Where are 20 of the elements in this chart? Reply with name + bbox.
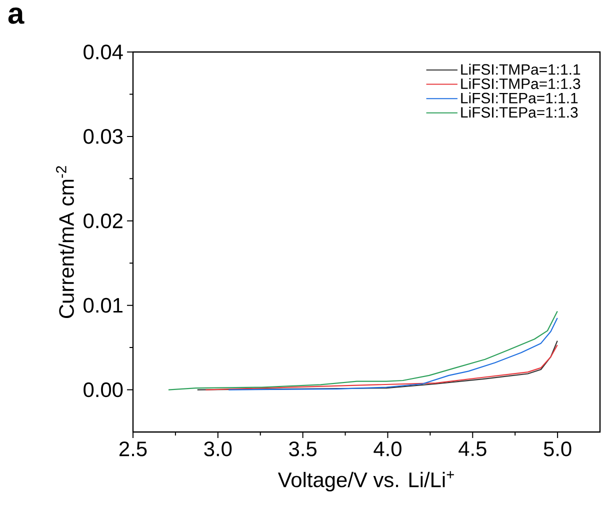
line-series bbox=[228, 317, 558, 390]
x-tick-label: 3.5 bbox=[289, 441, 316, 456]
x-tick-label: 3.0 bbox=[204, 441, 232, 456]
y-tick-label: 0.00 bbox=[84, 382, 123, 398]
x-tick-label: 4.0 bbox=[374, 441, 402, 456]
y-tick-label: 0.02 bbox=[84, 213, 122, 228]
legend-label: LiFSI:TMPa=1:1.1 bbox=[461, 64, 580, 75]
x-axis-title: Voltage/V vs. Li/Li$^{+}$ bbox=[278, 471, 454, 492]
legend-label: LiFSI:TMPa=1:1.3 bbox=[461, 78, 580, 90]
text: a bbox=[8, 8, 24, 24]
line-series bbox=[168, 310, 558, 390]
legend-label: LiFSI:TEPa=1:1.3 bbox=[461, 106, 578, 118]
legend-label: LiFSI:TEPa=1:1.1 bbox=[461, 92, 578, 104]
y-tick-label: 0.04 bbox=[84, 44, 123, 60]
y-tick-label: 0.03 bbox=[84, 129, 123, 144]
y-tick-label: 0.01 bbox=[84, 298, 122, 313]
x-tick-label: 5.0 bbox=[544, 441, 572, 456]
x-tick-label: 2.5 bbox=[120, 441, 147, 456]
x-tick-label: 4.5 bbox=[458, 442, 486, 456]
y-axis-title: Current/mA cm$^{-2}$ bbox=[56, 166, 74, 318]
